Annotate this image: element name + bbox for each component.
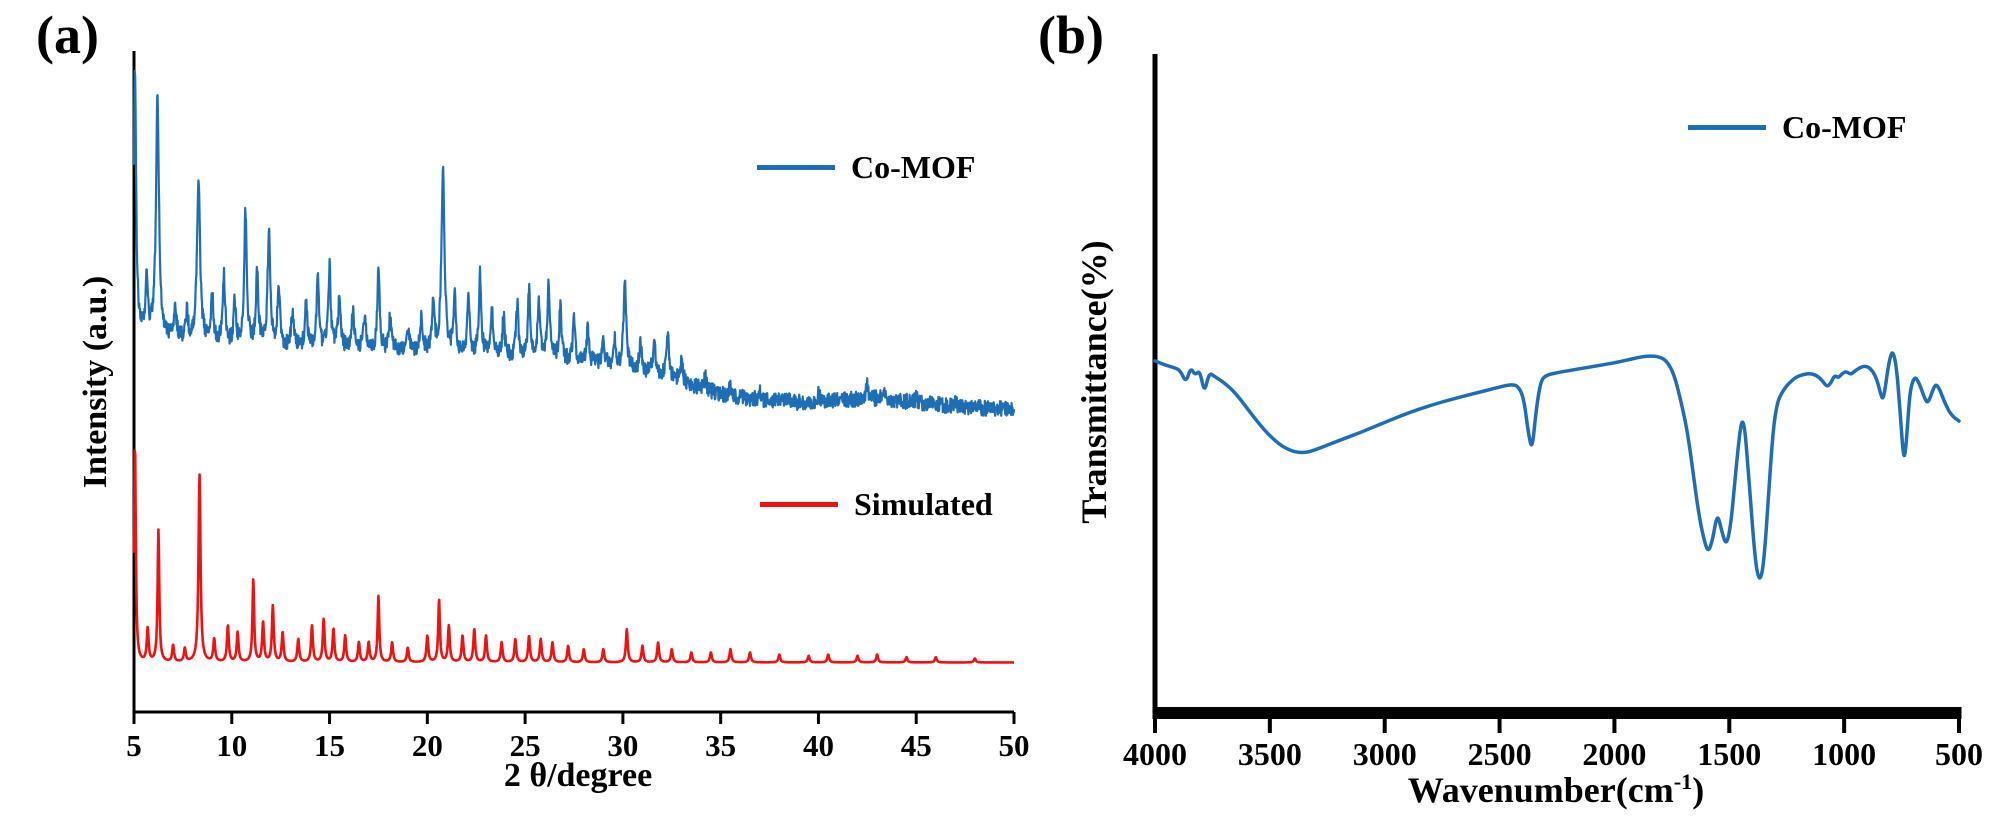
x-tick-label-a: 30 — [607, 728, 638, 763]
legend-line-red — [760, 501, 838, 507]
panel-b-y-axis-label: Transmittance(%) — [1074, 240, 1114, 524]
x-tick-label-a: 35 — [705, 728, 736, 763]
x-tick-label-a: 25 — [510, 728, 541, 763]
x-tick-label-b: 4000 — [1123, 736, 1187, 772]
x-tick-label-a: 50 — [999, 728, 1030, 763]
panel-a-x-axis-label: 2 θ/degree — [503, 757, 653, 794]
x-tick-label-a: 20 — [412, 728, 443, 763]
legend-line-blue-b — [1688, 124, 1766, 130]
xrd-series-co-mof — [132, 69, 1016, 417]
x-tick-label-b: 500 — [1935, 736, 1983, 772]
x-tick-label-b: 3000 — [1353, 736, 1417, 772]
xrd-plot: 5 10 15 20 25 30 35 40 45 50 — [126, 51, 1030, 763]
ftir-series-co-mof — [1153, 351, 1961, 580]
legend-b-co-mof: Co-MOF — [1688, 107, 1906, 147]
legend-a-co-mof-label: Co-MOF — [851, 148, 976, 185]
legend-line-blue — [757, 164, 835, 170]
x-tick-label-b: 1500 — [1697, 736, 1761, 772]
x-tick-label-a: 5 — [126, 728, 142, 763]
legend-a-simulated: Simulated — [760, 484, 993, 524]
panel-b-x-axis-label: Wavenumber(cm-1) — [1408, 769, 1705, 811]
x-tick-label-b: 1000 — [1812, 736, 1876, 772]
x-tick-label-b: 2000 — [1582, 736, 1646, 772]
legend-a-co-mof: Co-MOF — [757, 147, 975, 187]
panel-b-tag: (b) — [1038, 5, 1104, 65]
x-tick-label-a: 40 — [803, 728, 834, 763]
panel-b-x-axis-label-text: Wavenumber(cm — [1407, 770, 1674, 810]
xrd-series-simulated — [132, 449, 1015, 664]
panel-b-x-axis-label-superscript: -1 — [1673, 769, 1693, 794]
legend-b-co-mof-label: Co-MOF — [1782, 108, 1907, 145]
x-tick-label-a: 10 — [216, 728, 247, 763]
x-tick-label-a: 45 — [901, 728, 932, 763]
x-tick-label-a: 15 — [314, 728, 345, 763]
ftir-plot: 4000 3500 3000 2500 2000 1500 1000 500 — [1123, 54, 1983, 772]
panel-a-tag: (a) — [36, 5, 99, 65]
panel-b-x-axis-label-close: ) — [1692, 770, 1705, 810]
panel-a-y-axis-label: Intensity (a.u.) — [77, 275, 114, 489]
legend-a-simulated-label: Simulated — [854, 485, 993, 522]
x-tick-label-b: 3500 — [1238, 736, 1302, 772]
x-tick-label-b: 2500 — [1468, 736, 1532, 772]
